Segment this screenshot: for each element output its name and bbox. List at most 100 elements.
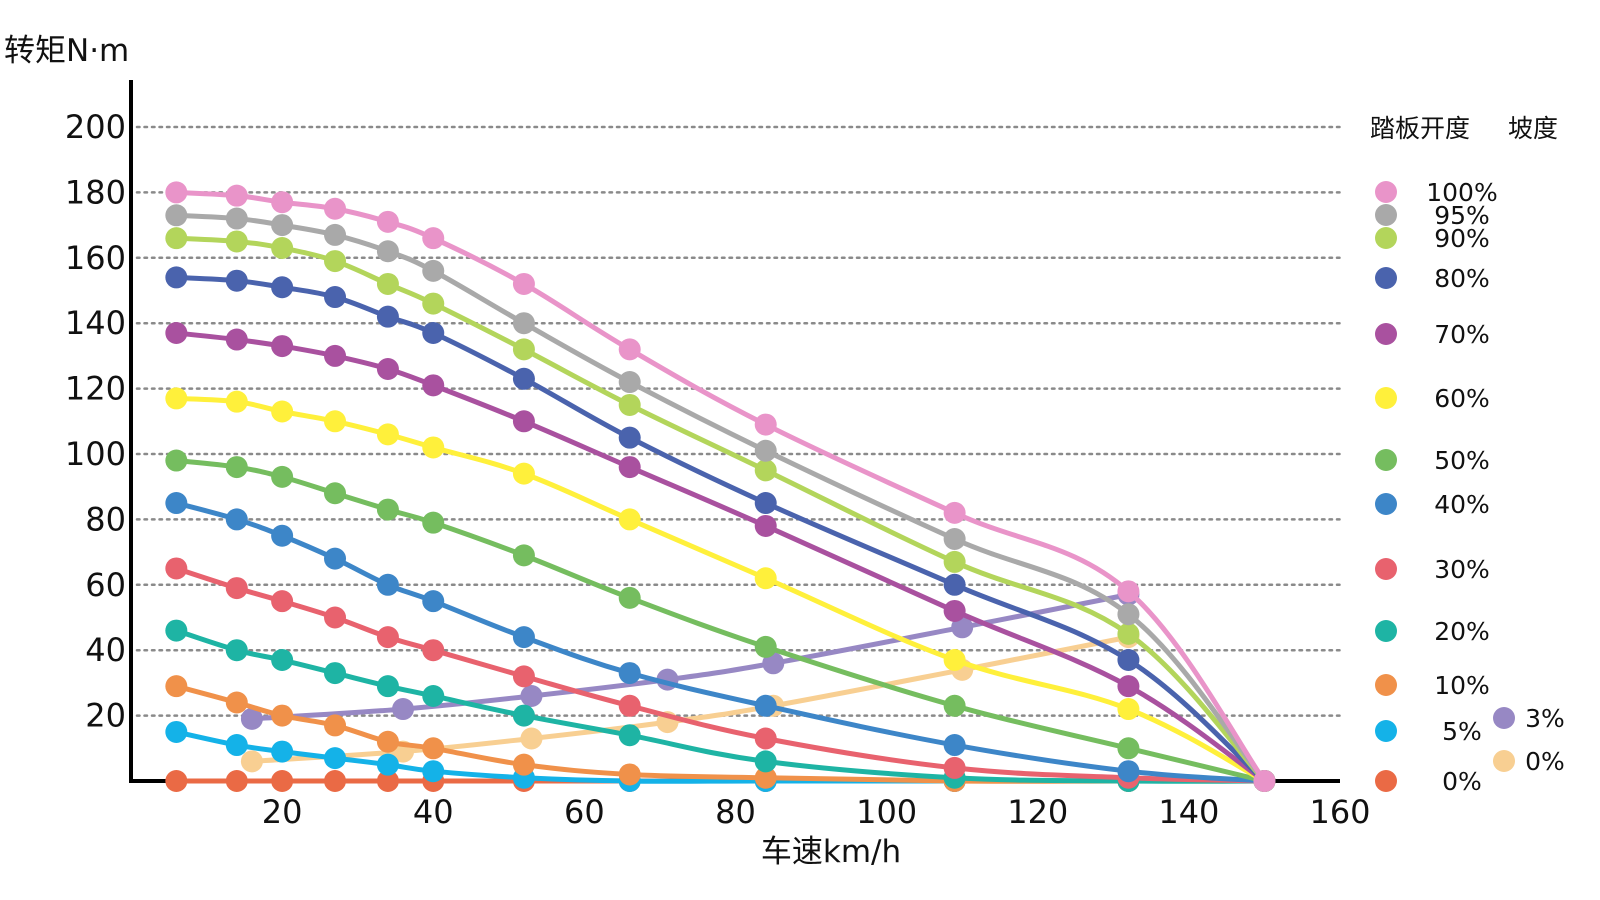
data-point bbox=[512, 338, 535, 361]
legend-label: 70% bbox=[1434, 320, 1490, 349]
data-point bbox=[618, 763, 641, 786]
legend-label: 0% bbox=[1442, 767, 1482, 796]
legend-label: 3% bbox=[1525, 704, 1565, 733]
data-point bbox=[1117, 603, 1140, 626]
data-point bbox=[422, 760, 445, 783]
data-point bbox=[754, 750, 777, 773]
data-point bbox=[422, 374, 445, 397]
axes bbox=[129, 80, 1340, 783]
legend-item: 0% bbox=[1493, 747, 1565, 776]
data-point bbox=[512, 665, 535, 688]
data-point bbox=[324, 223, 347, 246]
y-tick-label: 60 bbox=[85, 566, 126, 604]
data-point bbox=[165, 720, 188, 743]
data-point bbox=[225, 328, 248, 351]
data-point bbox=[754, 439, 777, 462]
data-point bbox=[943, 734, 966, 757]
data-point bbox=[271, 524, 294, 547]
legend-swatch bbox=[1375, 720, 1397, 742]
data-point bbox=[422, 590, 445, 613]
data-point bbox=[422, 737, 445, 760]
data-point bbox=[225, 184, 248, 207]
data-point bbox=[225, 390, 248, 413]
data-point bbox=[376, 240, 399, 263]
legend-label: 60% bbox=[1434, 384, 1490, 413]
y-axis-title: 转矩N·m bbox=[4, 33, 129, 69]
data-point bbox=[422, 322, 445, 345]
series-line bbox=[173, 212, 1267, 784]
data-point bbox=[376, 305, 399, 328]
data-point bbox=[520, 684, 543, 707]
x-axis-title: 车速km/h bbox=[761, 834, 901, 870]
data-point bbox=[512, 626, 535, 649]
data-point bbox=[324, 662, 347, 685]
legend-item: 95% bbox=[1375, 201, 1490, 230]
series-pedal-90pct bbox=[165, 227, 1276, 792]
data-point bbox=[324, 410, 347, 433]
data-point bbox=[271, 465, 294, 488]
data-point bbox=[618, 426, 641, 449]
legend-swatch bbox=[1375, 558, 1397, 580]
data-point bbox=[225, 269, 248, 292]
data-point bbox=[1253, 770, 1276, 792]
data-point bbox=[512, 544, 535, 567]
data-point bbox=[271, 704, 294, 727]
data-point bbox=[618, 724, 641, 747]
data-point bbox=[271, 236, 294, 259]
series-line bbox=[173, 189, 1267, 784]
data-point bbox=[376, 423, 399, 446]
y-tick-label: 160 bbox=[65, 239, 126, 277]
legend-label: 95% bbox=[1434, 201, 1490, 230]
data-point bbox=[422, 292, 445, 315]
data-point bbox=[618, 586, 641, 609]
data-point bbox=[943, 756, 966, 779]
data-point bbox=[271, 590, 294, 613]
data-point bbox=[324, 547, 347, 570]
series-line bbox=[249, 592, 1131, 722]
series-line bbox=[173, 274, 1267, 784]
data-point bbox=[943, 599, 966, 622]
data-point bbox=[165, 204, 188, 227]
data-point bbox=[1117, 675, 1140, 698]
data-point bbox=[240, 707, 263, 730]
data-point bbox=[271, 335, 294, 358]
data-point bbox=[225, 639, 248, 662]
data-point bbox=[943, 573, 966, 596]
data-point bbox=[1117, 698, 1140, 721]
data-point bbox=[324, 197, 347, 220]
data-point bbox=[324, 250, 347, 273]
data-point bbox=[512, 367, 535, 390]
series-pedal-40pct bbox=[165, 492, 1276, 792]
legend-label: 40% bbox=[1434, 490, 1490, 519]
data-point bbox=[165, 492, 188, 515]
data-point bbox=[240, 750, 263, 773]
data-point bbox=[762, 652, 785, 675]
data-point bbox=[754, 694, 777, 717]
data-point bbox=[943, 694, 966, 717]
data-point bbox=[271, 214, 294, 237]
data-point bbox=[225, 207, 248, 230]
data-point bbox=[951, 616, 974, 639]
data-point bbox=[165, 387, 188, 410]
data-point bbox=[376, 753, 399, 776]
legend-swatch bbox=[1493, 750, 1515, 772]
data-point bbox=[943, 649, 966, 672]
data-point bbox=[754, 635, 777, 658]
x-tick-label: 40 bbox=[413, 793, 454, 831]
series-line bbox=[173, 458, 1267, 784]
data-point bbox=[324, 606, 347, 629]
data-point bbox=[1117, 737, 1140, 760]
legend-item: 50% bbox=[1375, 446, 1490, 475]
legend-label: 100% bbox=[1426, 178, 1497, 207]
x-tick-label: 60 bbox=[564, 793, 605, 831]
data-point bbox=[225, 577, 248, 600]
series-line bbox=[173, 330, 1267, 784]
data-point bbox=[376, 770, 399, 792]
grid-lines bbox=[135, 125, 1342, 717]
legend-item: 30% bbox=[1375, 555, 1490, 584]
legend-swatch bbox=[1375, 267, 1397, 289]
data-point bbox=[376, 626, 399, 649]
data-point bbox=[376, 498, 399, 521]
data-point bbox=[422, 684, 445, 707]
